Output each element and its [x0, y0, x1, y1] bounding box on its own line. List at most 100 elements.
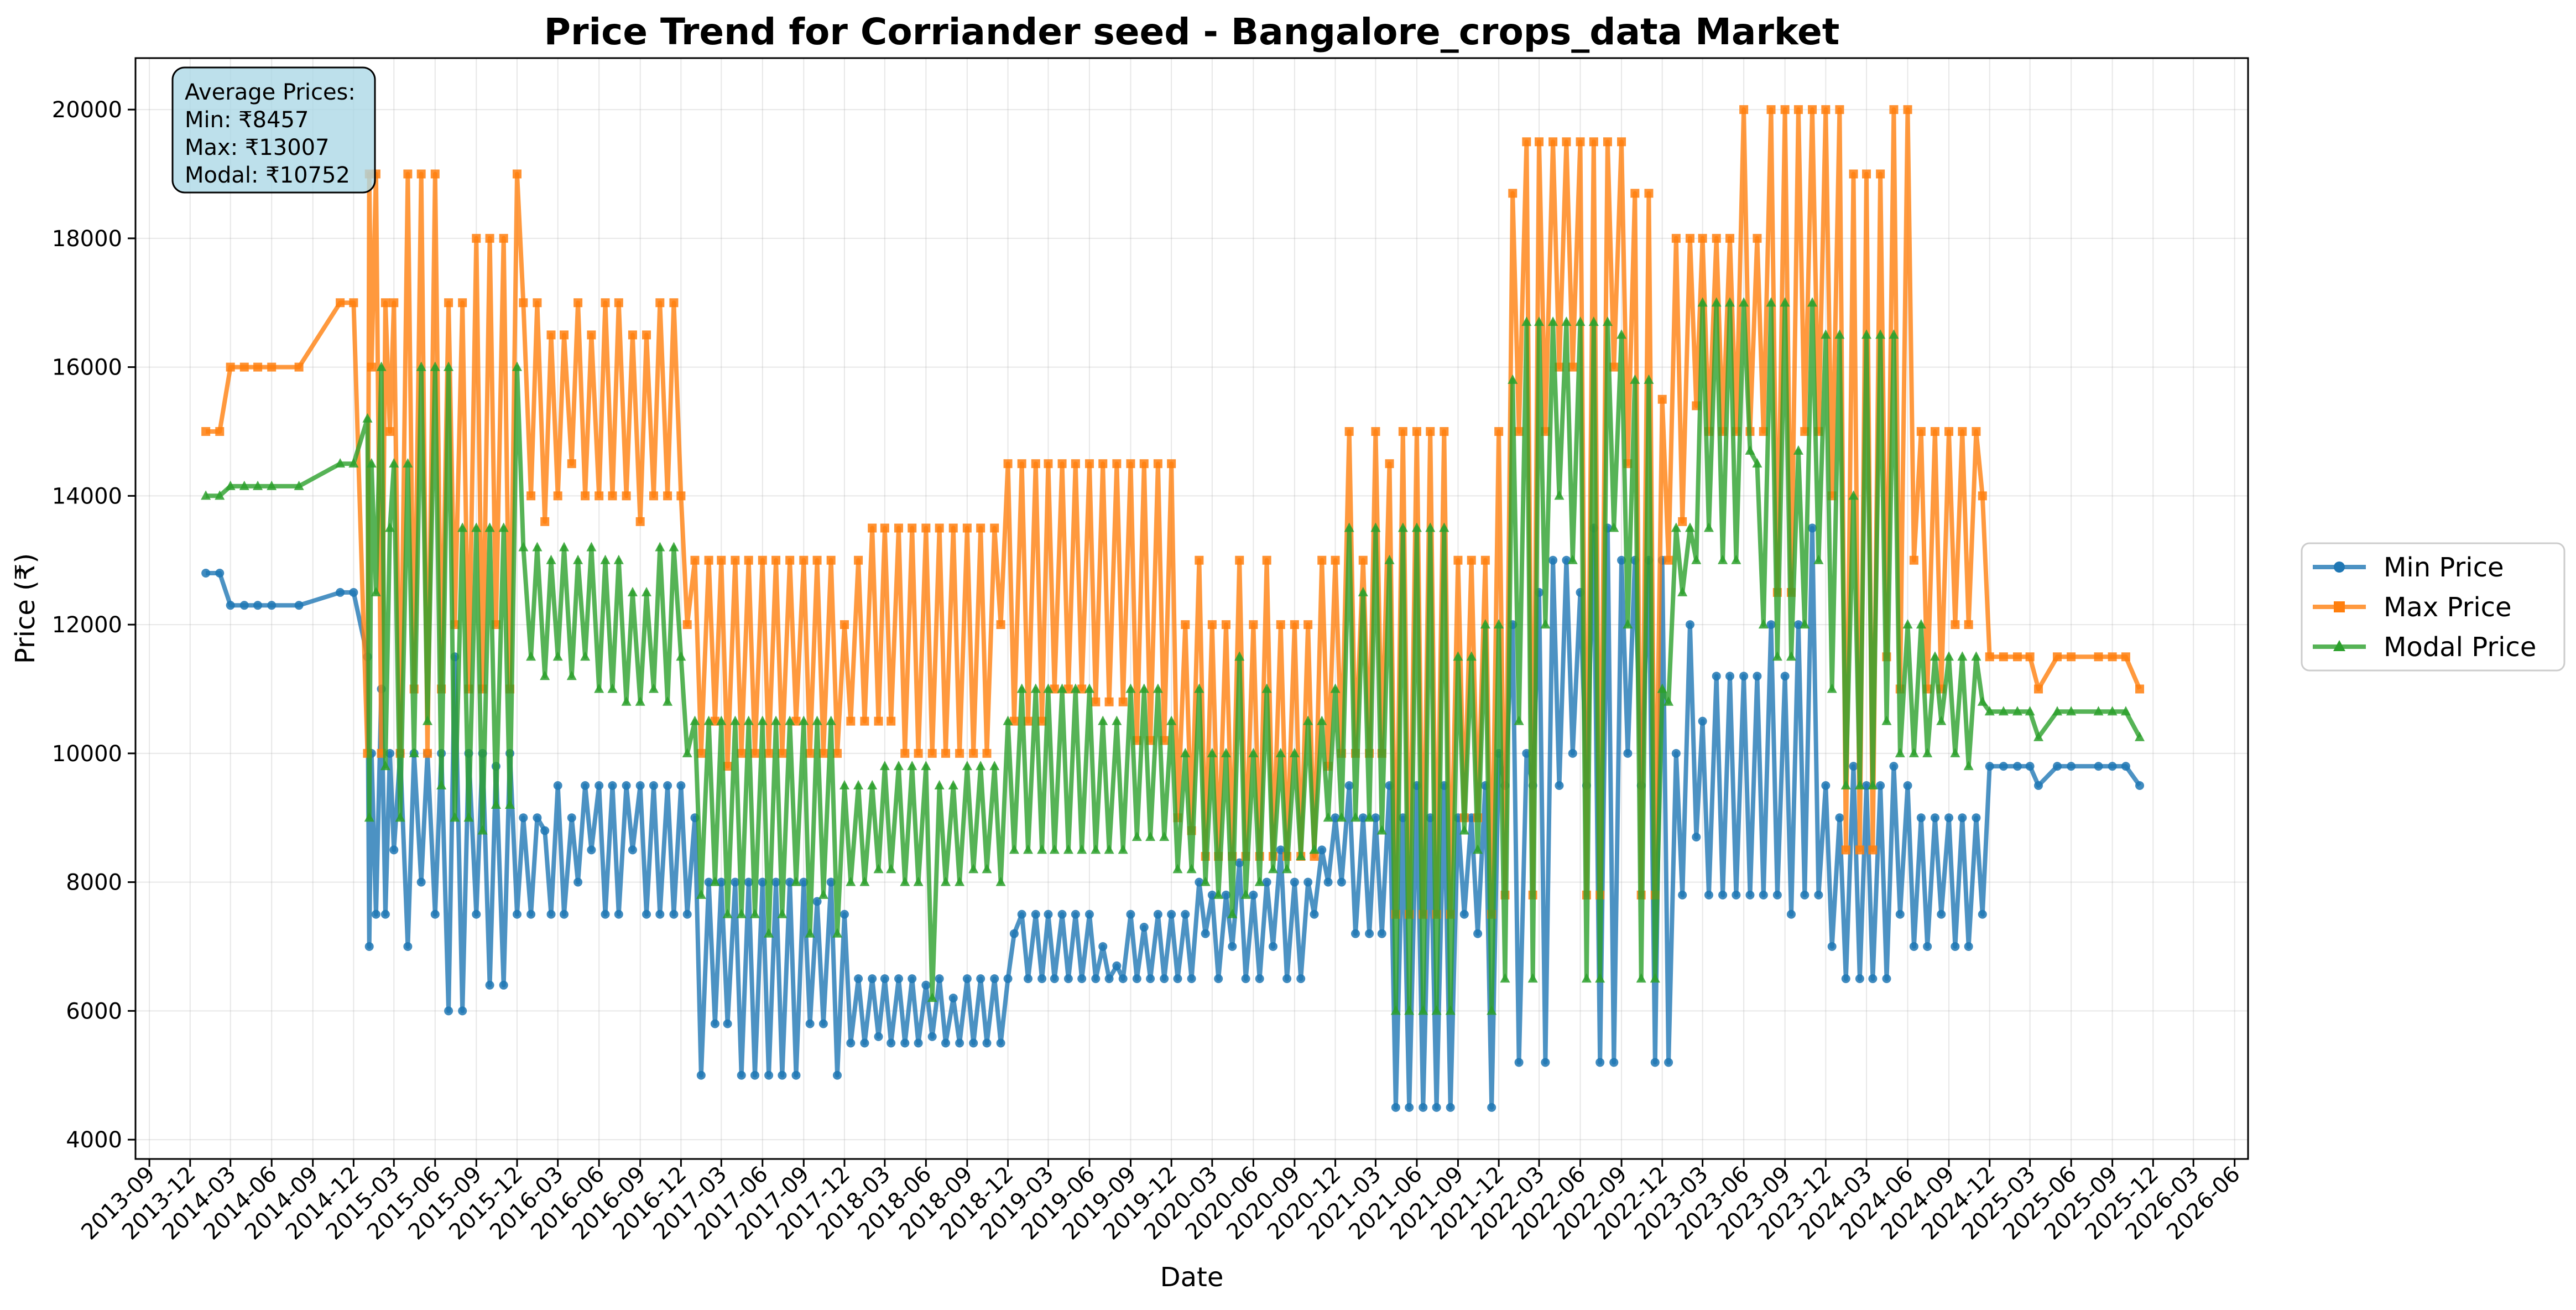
- data-point: [731, 877, 740, 887]
- data-point: [1758, 619, 1769, 629]
- data-point: [1541, 1058, 1550, 1067]
- data-point: [1145, 831, 1156, 841]
- data-point: [1126, 909, 1135, 919]
- data-point: [1739, 105, 1749, 115]
- data-point: [1385, 459, 1394, 469]
- data-point: [1350, 812, 1360, 822]
- data-point: [2135, 781, 2145, 791]
- data-point: [2033, 684, 2043, 694]
- data-point: [696, 748, 706, 758]
- data-point: [962, 974, 972, 984]
- data-point: [403, 458, 413, 468]
- data-point: [717, 555, 726, 565]
- data-point: [839, 620, 849, 630]
- data-point: [1808, 105, 1817, 115]
- data-point: [403, 169, 413, 179]
- data-point: [1609, 522, 1619, 532]
- data-point: [1330, 683, 1341, 693]
- data-point: [655, 542, 665, 552]
- data-point: [1508, 189, 1518, 198]
- data-point: [1548, 137, 1558, 147]
- data-point: [826, 715, 836, 725]
- data-point: [2012, 706, 2022, 716]
- data-point: [380, 761, 390, 771]
- data-point: [1207, 620, 1217, 630]
- legend-label-max: Max Price: [2384, 592, 2512, 623]
- data-point: [921, 523, 931, 533]
- data-point: [1603, 137, 1612, 147]
- data-point: [613, 554, 624, 564]
- data-point: [1725, 297, 1735, 307]
- data-point: [1290, 877, 1299, 887]
- data-point: [758, 555, 767, 565]
- data-point: [2121, 652, 2130, 662]
- data-point: [1391, 1103, 1400, 1112]
- data-point: [893, 761, 904, 771]
- data-point: [833, 1070, 842, 1080]
- data-point: [805, 1019, 815, 1028]
- data-point: [2094, 762, 2103, 771]
- data-point: [1703, 522, 1714, 532]
- data-point: [505, 799, 515, 809]
- data-point: [1595, 1058, 1605, 1067]
- y-tick-label: 4000: [66, 1127, 122, 1153]
- data-point: [832, 928, 843, 938]
- data-point: [846, 1038, 856, 1048]
- data-point: [1118, 844, 1128, 854]
- data-point: [818, 748, 828, 758]
- data-point: [1739, 297, 1749, 307]
- data-point: [1358, 586, 1368, 596]
- data-point: [1514, 1058, 1524, 1067]
- data-point: [1766, 297, 1776, 307]
- data-point: [1248, 747, 1259, 757]
- data-point: [627, 586, 638, 596]
- data-point: [385, 427, 394, 436]
- data-point: [1800, 619, 1810, 629]
- data-point: [1821, 329, 1831, 339]
- data-point: [1936, 715, 1947, 725]
- data-point: [846, 876, 856, 886]
- data-point: [430, 909, 440, 919]
- data-point: [908, 523, 917, 533]
- data-point: [518, 542, 529, 552]
- data-point: [791, 1070, 801, 1080]
- data-point: [758, 877, 767, 887]
- data-point: [1249, 890, 1258, 900]
- data-point: [608, 491, 617, 501]
- data-point: [669, 542, 679, 552]
- data-point: [458, 298, 467, 308]
- data-point: [1930, 813, 1939, 823]
- data-point: [1555, 781, 1564, 791]
- data-point: [1221, 890, 1230, 900]
- data-point: [1187, 974, 1196, 984]
- data-point: [226, 601, 235, 610]
- data-point: [1903, 781, 1912, 791]
- data-point: [1548, 555, 1558, 565]
- data-point: [567, 459, 576, 469]
- data-point: [1595, 973, 1605, 983]
- data-point: [1677, 586, 1688, 596]
- data-point: [996, 1038, 1005, 1048]
- data-point: [676, 781, 686, 791]
- data-point: [982, 1038, 992, 1048]
- data-point: [1691, 554, 1702, 564]
- data-point: [409, 747, 419, 757]
- data-point: [846, 716, 856, 726]
- data-point: [533, 298, 542, 308]
- data-point: [778, 1070, 787, 1080]
- data-point: [621, 696, 632, 706]
- data-point: [1104, 697, 1114, 706]
- data-point: [969, 748, 978, 758]
- data-point: [934, 780, 945, 790]
- annotation-heading: Average Prices:: [185, 80, 356, 105]
- data-point: [990, 974, 999, 984]
- data-point: [1650, 1058, 1660, 1067]
- data-point: [1084, 909, 1094, 919]
- data-point: [676, 491, 686, 501]
- data-point: [1091, 697, 1101, 706]
- data-point: [546, 909, 556, 919]
- data-point: [1562, 137, 1571, 147]
- data-point: [642, 330, 651, 340]
- data-point: [1930, 651, 1940, 661]
